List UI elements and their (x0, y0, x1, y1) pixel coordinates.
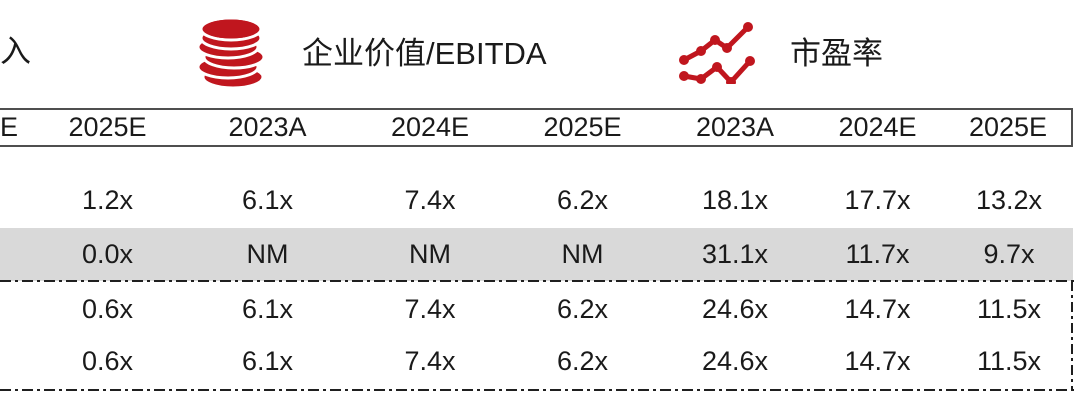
table-cell: 6.1x (241, 346, 294, 376)
table-cell: 11.5x (976, 346, 1042, 376)
table-cell: 14.7x (844, 346, 911, 376)
table-cell: 24.6x (701, 346, 769, 376)
table-cell: NM (561, 239, 604, 269)
table-cell: 6.1x (241, 185, 294, 215)
dash-dot-bottom-border (0, 389, 1074, 391)
header-cell: 2023A (695, 112, 775, 142)
table-cell: 13.2x (975, 185, 1043, 215)
table-cell: 7.4x (404, 293, 456, 324)
table-cell: 17.7x (844, 185, 911, 215)
header-cell: 2024E (390, 112, 470, 142)
table-cell: 24.6x (701, 293, 769, 324)
ev-ebitda-legend-label: 企业价值/EBITDA (302, 36, 547, 71)
header-cell: 2025E (968, 112, 1048, 142)
table-cell: 31.1x (701, 239, 769, 269)
table-cell: 6.2x (556, 185, 609, 215)
table-cell: 0.0x (81, 239, 134, 269)
table-cell: NM (246, 239, 289, 269)
dash-dot-divider (0, 280, 1074, 282)
table-header-row: E 2025E 2023A 2024E 2025E 2023A 2024E 20… (0, 108, 1073, 147)
table-row-highlighted: 0.0x NM NM NM 31.1x 11.7x 9.7x (0, 228, 1073, 281)
dash-dot-right-border (1071, 281, 1073, 391)
coins-stack-icon (196, 16, 266, 91)
header-cell: 2024E (838, 112, 917, 142)
table-cell: 0.6x (81, 346, 134, 376)
table-row: 1.2x 6.1x 7.4x 6.2x 18.1x 17.7x 13.2x (0, 147, 1073, 228)
table-cell: 6.1x (241, 293, 294, 324)
table-cell: 11.7x (845, 239, 910, 269)
table-cell: 18.1x (701, 185, 769, 215)
pe-ratio-legend-label: 市盈率 (790, 36, 883, 71)
revenue-legend-label-partial: 入 (0, 34, 31, 69)
table-cell: 6.2x (556, 293, 609, 324)
table-cell: 11.5x (976, 293, 1042, 324)
header-cell: 2023A (228, 112, 307, 142)
table-cell: NM (409, 239, 451, 269)
header-cell: 2025E (68, 112, 147, 142)
table-row: 0.6x 6.1x 7.4x 6.2x 24.6x 14.7x 11.5x (0, 283, 1073, 335)
table-cell: 1.2x (81, 185, 134, 215)
table-cell: 9.7x (983, 239, 1035, 269)
table-cell: 7.4x (404, 185, 456, 215)
line-chart-icon (676, 10, 758, 87)
table-cell: 7.4x (404, 346, 456, 376)
table-cell: 0.6x (81, 293, 134, 324)
header-cell: 2025E (543, 112, 622, 142)
table-row: 0.6x 6.1x 7.4x 6.2x 24.6x 14.7x 11.5x (0, 335, 1073, 388)
table-cell: 14.7x (844, 293, 911, 324)
header-cell: E (0, 112, 19, 142)
table-cell: 6.2x (556, 346, 609, 376)
